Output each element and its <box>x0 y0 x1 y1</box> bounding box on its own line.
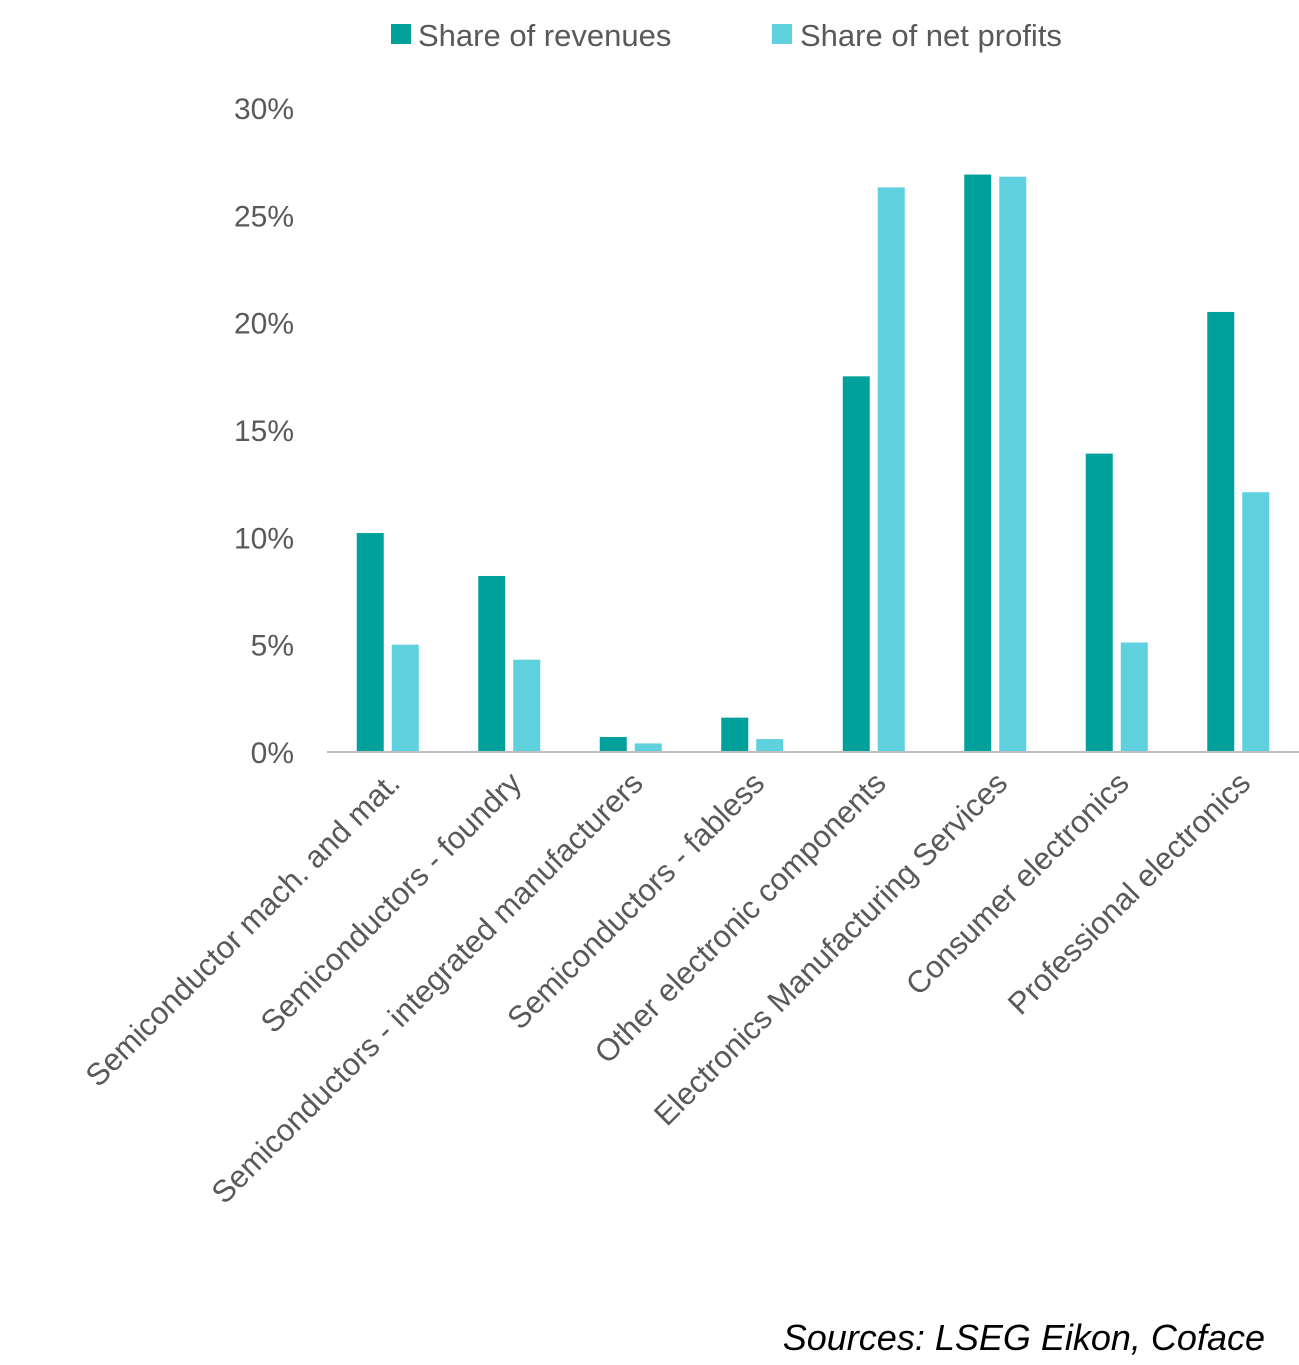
y-tick-label: 0% <box>251 737 294 770</box>
legend-label-net-profits: Share of net profits <box>800 18 1062 53</box>
bar-net-profits <box>513 659 541 752</box>
legend-swatch-revenues <box>391 24 411 44</box>
x-axis-labels: Semiconductor mach. and mat.Semiconducto… <box>79 765 1258 1210</box>
bar-revenues <box>842 376 870 752</box>
y-tick-label: 20% <box>234 308 294 341</box>
legend-label-revenues: Share of revenues <box>418 18 671 53</box>
bar-net-profits <box>999 176 1027 752</box>
x-category-label: Semiconductors - integrated manufacturer… <box>205 765 650 1210</box>
y-tick-label: 10% <box>234 522 294 555</box>
bar-revenues <box>1085 453 1113 752</box>
y-tick-label: 15% <box>234 415 294 448</box>
bar-net-profits <box>1242 492 1270 752</box>
bar-revenues <box>1207 311 1235 752</box>
y-tick-label: 25% <box>234 200 294 233</box>
bars <box>356 174 1270 753</box>
bar-revenues <box>356 533 384 752</box>
bar-revenues <box>478 575 506 752</box>
x-category-label: Consumer electronics <box>899 765 1136 1002</box>
x-category-label: Professional electronics <box>1001 765 1257 1021</box>
bar-net-profits <box>634 743 662 752</box>
bar-net-profits <box>1120 642 1148 752</box>
bar-net-profits <box>391 644 419 752</box>
legend-swatch-net-profits <box>772 24 792 44</box>
y-tick-label: 30% <box>234 93 294 126</box>
y-tick-label: 5% <box>251 630 294 663</box>
y-axis: 0% 5% 10% 15% 20% 25% 30% <box>234 93 294 770</box>
bar-net-profits <box>877 187 905 753</box>
bar-revenues <box>721 717 749 752</box>
x-category-label: Semiconductors - fabless <box>500 765 771 1036</box>
bar-revenues <box>599 736 627 752</box>
legend: Share of revenues Share of net profits <box>391 18 1062 53</box>
source-note: Sources: LSEG Eikon, Coface <box>782 1317 1265 1358</box>
bar-revenues <box>964 174 992 753</box>
bar-net-profits <box>756 739 784 752</box>
